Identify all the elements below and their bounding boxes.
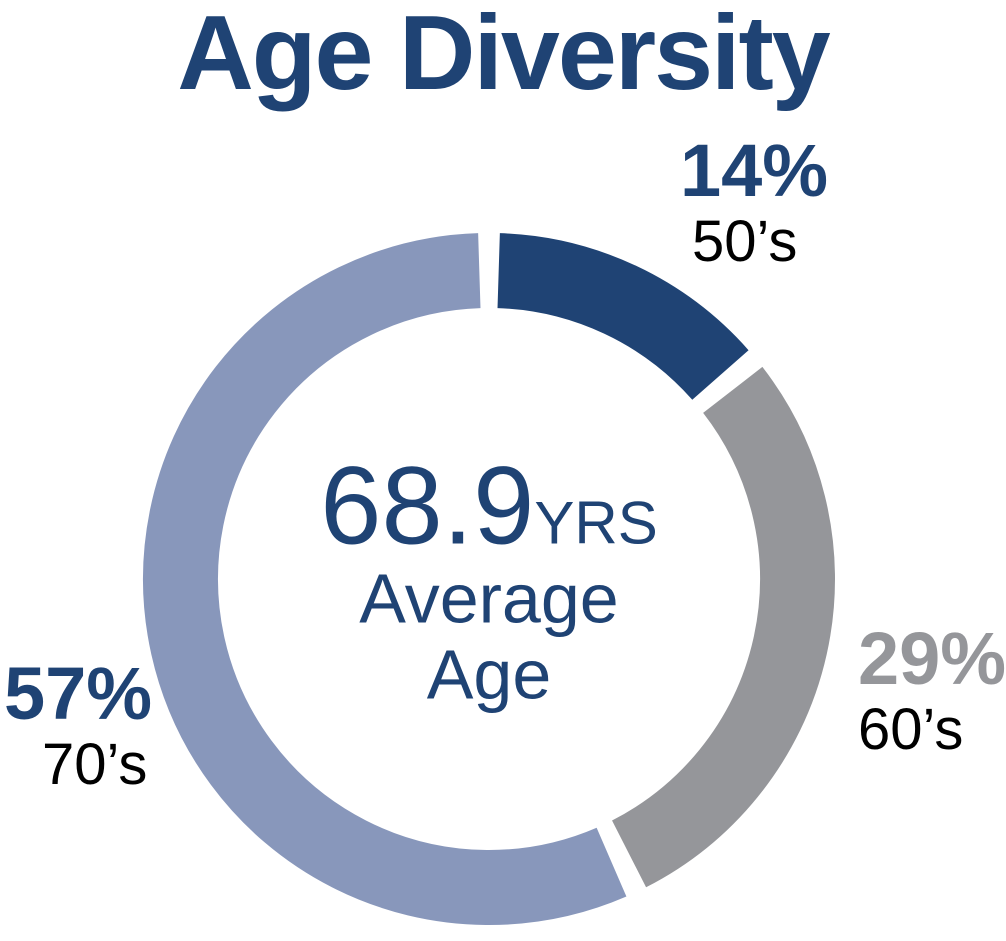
donut-segment-60s [611,366,835,888]
callout-70s: 57% 70’s [4,655,152,796]
percent-label-60s: 29% [858,617,1006,700]
average-age-line: 68.9 YRS [320,451,657,561]
percent-label-50s: 14% [680,129,829,212]
donut-segment-50s [496,233,749,401]
decade-label-70s: 70’s [42,731,148,797]
average-age-value: 68.9 [320,444,535,568]
average-age-caption-line1: Average [359,559,619,638]
percent-label-70s: 57% [4,652,153,735]
decade-label-60s: 60’s [858,696,964,762]
donut-segment-70s [143,233,627,925]
average-age-unit: YRS [534,489,658,557]
decade-label-50s: 50’s [692,208,798,274]
callout-50s: 14% 50’s [680,132,828,273]
average-age-caption-line2: Age [426,635,552,713]
chart-title: Age Diversity [177,0,831,112]
callout-60s: 29% 60’s [858,620,1006,761]
donut-center-text: 68.9 YRS Average Age [320,451,657,712]
